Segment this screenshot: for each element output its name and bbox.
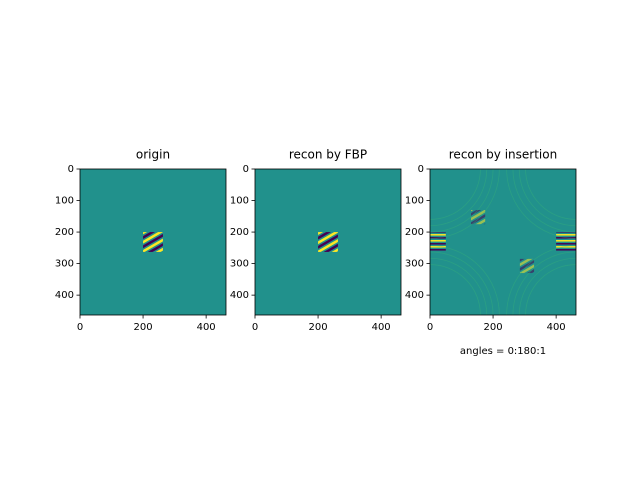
- image-feature: [430, 232, 446, 252]
- x-tick-label: 400: [197, 322, 216, 333]
- axes-title: origin: [136, 148, 170, 162]
- y-tick-label: 100: [55, 196, 74, 207]
- y-tick-label: 400: [405, 290, 424, 301]
- y-tick-label: 300: [55, 259, 74, 270]
- y-tick-label: 0: [243, 164, 249, 175]
- y-tick-label: 100: [230, 196, 249, 207]
- y-tick-label: 300: [405, 259, 424, 270]
- image-axes: [255, 169, 401, 315]
- y-tick-label: 100: [405, 196, 424, 207]
- x-tick-label: 200: [309, 322, 328, 333]
- image-background: [430, 169, 576, 315]
- x-tick-label: 400: [372, 322, 391, 333]
- x-tick-label: 0: [77, 322, 83, 333]
- image-feature: [519, 258, 535, 274]
- x-tick-label: 0: [427, 322, 433, 333]
- y-tick-label: 300: [230, 259, 249, 270]
- image-feature: [556, 232, 576, 252]
- y-tick-label: 400: [230, 290, 249, 301]
- x-axis-label: angles = 0:180:1: [460, 346, 546, 357]
- image-axes: [430, 169, 576, 315]
- y-tick-label: 200: [405, 227, 424, 238]
- y-tick-label: 200: [55, 227, 74, 238]
- image-axes: [80, 169, 226, 315]
- image-feature: [470, 209, 486, 225]
- y-tick-label: 0: [418, 164, 424, 175]
- axes-frame: [79, 168, 227, 316]
- axes-frame: [429, 168, 577, 316]
- x-tick-label: 0: [252, 322, 258, 333]
- x-tick-label: 400: [547, 322, 566, 333]
- x-tick-label: 200: [134, 322, 153, 333]
- y-tick-label: 0: [68, 164, 74, 175]
- axes-title: recon by insertion: [449, 148, 557, 162]
- image-feature: [143, 232, 163, 252]
- y-tick-label: 200: [230, 227, 249, 238]
- axes-title: recon by FBP: [289, 148, 367, 162]
- axes-frame: [254, 168, 402, 316]
- y-tick-label: 400: [55, 290, 74, 301]
- x-tick-label: 200: [484, 322, 503, 333]
- image-feature: [318, 232, 338, 252]
